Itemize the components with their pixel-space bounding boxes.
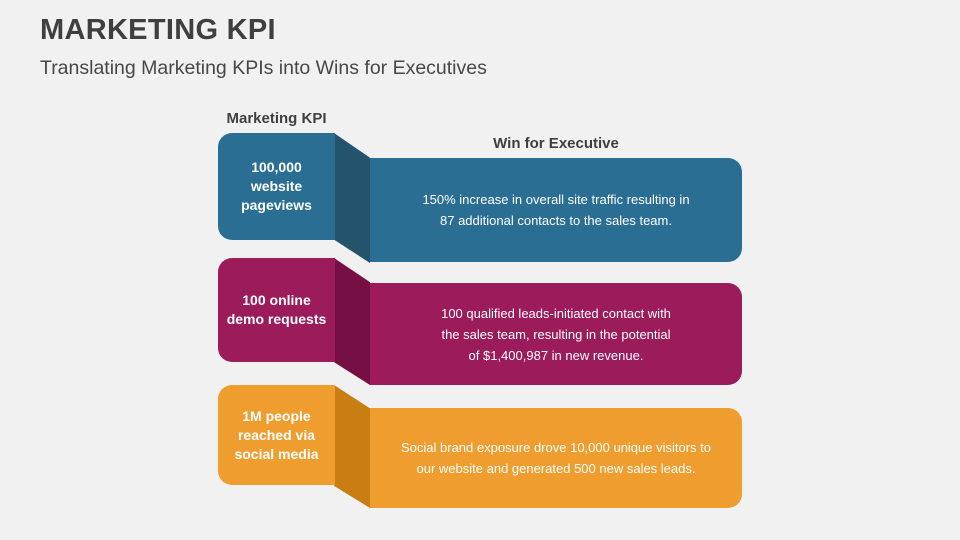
ribbon-fold-shape [334,385,370,508]
ribbon-fold-shape [334,133,370,263]
column-header-win-for-executive: Win for Executive [493,135,619,152]
page-subtitle: Translating Marketing KPIs into Wins for… [40,57,487,79]
win-description-box: 150% increase in overall site traffic re… [370,158,742,262]
ribbon-fold-shape [334,258,370,385]
kpi-label-box: 100 online demo requests [218,258,335,362]
kpi-label-box: 100,000 website pageviews [218,133,335,240]
page-title: MARKETING KPI [40,14,276,46]
kpi-label-box: 1M people reached via social media [218,385,335,485]
win-description-box: Social brand exposure drove 10,000 uniqu… [370,408,742,508]
column-header-marketing-kpi: Marketing KPI [226,110,327,127]
win-description-box: 100 qualified leads-initiated contact wi… [370,283,742,385]
